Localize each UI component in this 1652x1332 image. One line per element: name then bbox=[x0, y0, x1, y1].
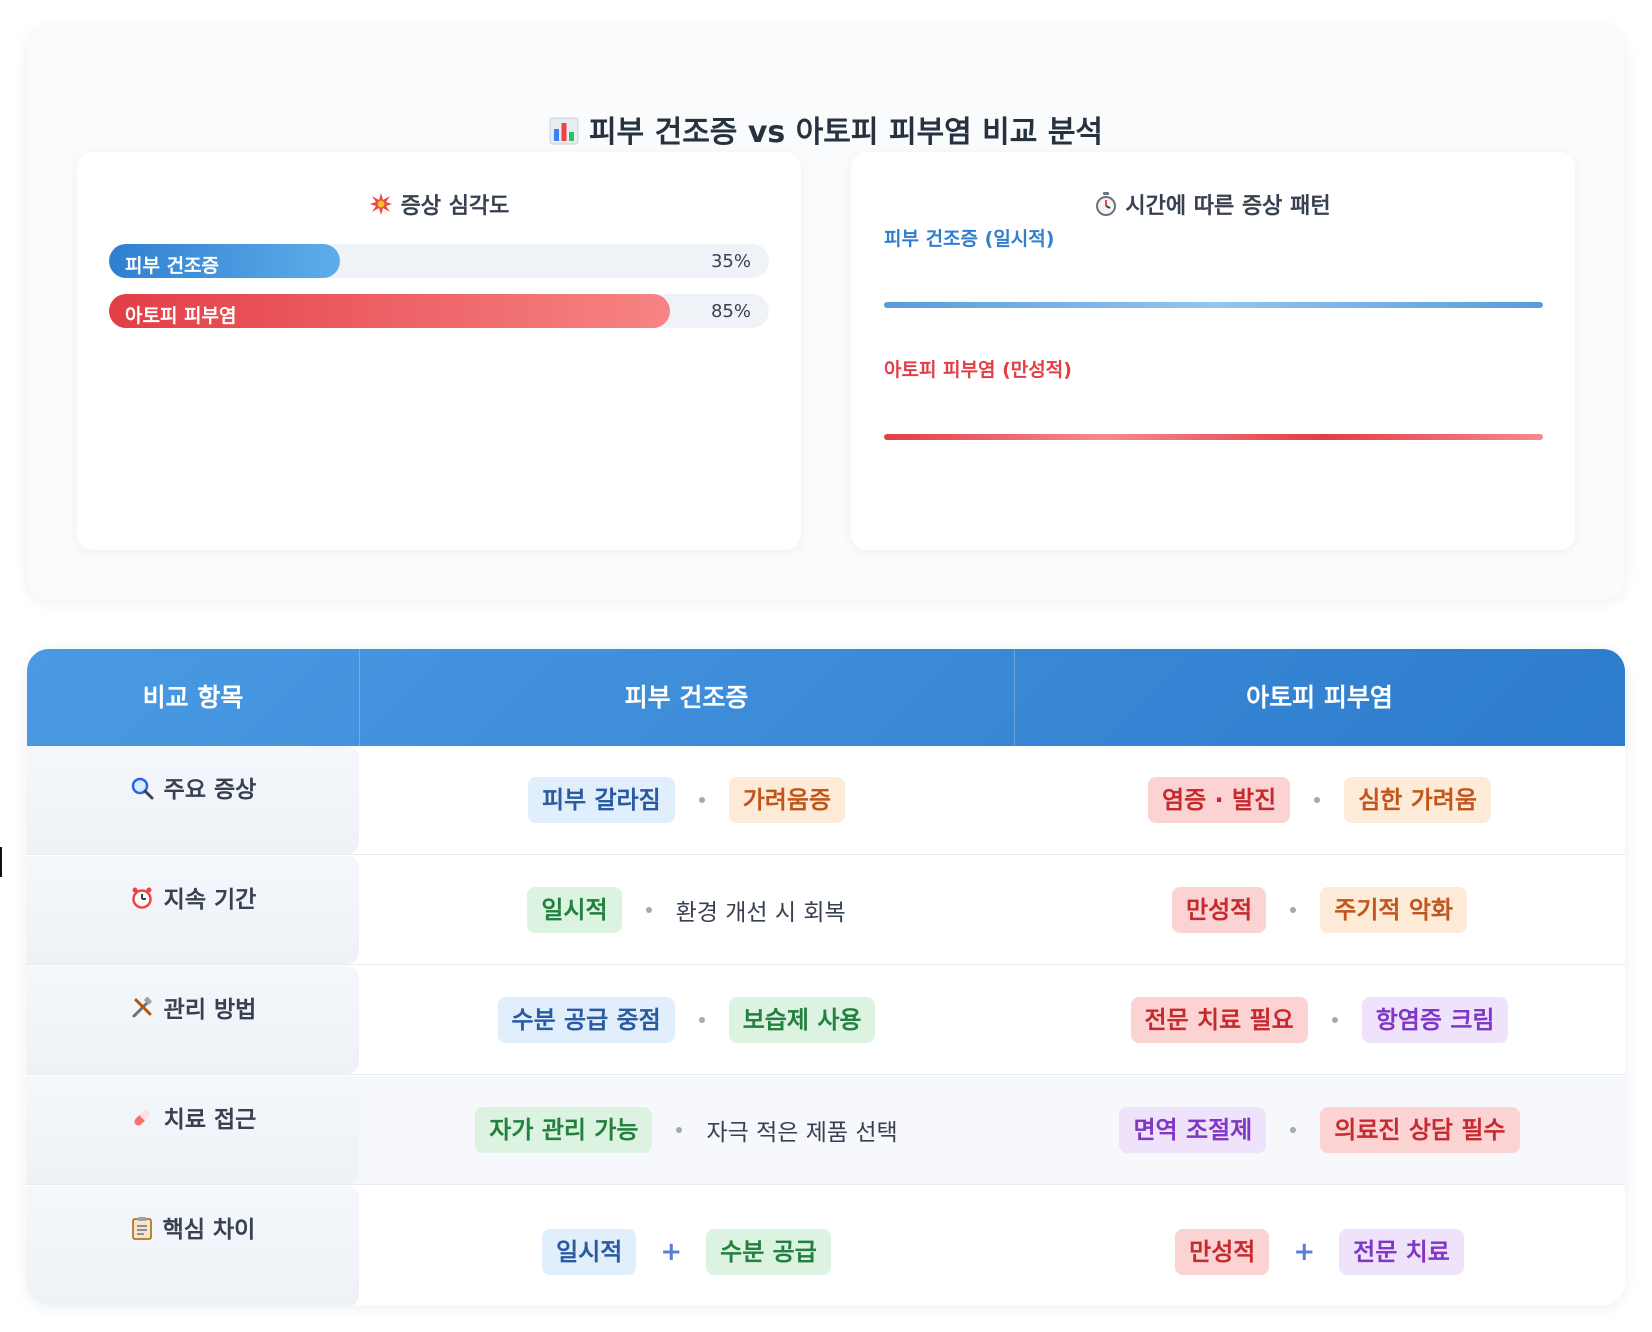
magnifier-icon bbox=[130, 776, 154, 806]
severity-title: 증상 심각도 bbox=[77, 188, 801, 222]
value-tag: 보습제 사용 bbox=[728, 997, 876, 1043]
dot-separator bbox=[698, 1017, 705, 1023]
header-divider bbox=[359, 649, 360, 746]
pattern-title-text: 시간에 따른 증상 패턴 bbox=[1125, 194, 1331, 219]
header-divider bbox=[1014, 649, 1015, 746]
severity-bar-dry-label: 피부 건조증 bbox=[125, 255, 220, 277]
row-header: 지속 기간 bbox=[27, 856, 359, 964]
edge-marker bbox=[0, 847, 2, 877]
stopwatch-icon bbox=[1095, 192, 1117, 222]
value-tag: 일시적 bbox=[527, 887, 622, 933]
value-tag: 주기적 악화 bbox=[1320, 887, 1467, 933]
row-header-text: 지속 기간 bbox=[163, 887, 257, 913]
severity-bar-dry-fill: 피부 건조증 bbox=[109, 244, 340, 278]
dry-skin-cell: 일시적 환경 개선 시 회복 bbox=[359, 856, 1014, 964]
value-tag: 가려움증 bbox=[728, 777, 846, 823]
pattern-dry-line bbox=[884, 302, 1543, 308]
atopic-cell: 만성적 주기적 악화 bbox=[1014, 856, 1625, 964]
row-header-text: 치료 접근 bbox=[163, 1107, 257, 1133]
severity-title-text: 증상 심각도 bbox=[400, 194, 510, 219]
page-title: 피부 건조증 vs 아토피 피부염 비교 분석 bbox=[27, 107, 1625, 153]
row-header-label: 주요 증상 bbox=[27, 770, 359, 806]
table-row: 주요 증상 피부 갈라짐 가려움증 염증 · 발진 심한 가려움 bbox=[27, 746, 1625, 855]
atopic-cell: 염증 · 발진 심한 가려움 bbox=[1014, 746, 1625, 854]
atopic-cell: 전문 치료 필요 항염증 크림 bbox=[1014, 966, 1625, 1074]
severity-bar-atopic-fill: 아토피 피부염 bbox=[109, 294, 670, 328]
value-tag: 피부 갈라짐 bbox=[527, 777, 675, 823]
dot-separator bbox=[1314, 797, 1321, 803]
pattern-card bbox=[851, 152, 1575, 550]
value-tag: 수분 공급 중점 bbox=[497, 997, 675, 1043]
value-tag: 전문 치료 필요 bbox=[1130, 997, 1308, 1043]
tools-icon bbox=[130, 996, 154, 1026]
severity-card bbox=[77, 152, 801, 550]
pill-icon bbox=[130, 1106, 154, 1136]
value-tag: 면역 조절제 bbox=[1119, 1107, 1267, 1153]
table-header: 비교 항목 피부 건조증 아토피 피부염 bbox=[27, 649, 1625, 746]
value-tag: 만성적 bbox=[1175, 1228, 1270, 1275]
header-dry-skin: 피부 건조증 bbox=[624, 683, 749, 712]
atopic-cell: 만성적 + 전문 치료 bbox=[1014, 1186, 1625, 1305]
row-header: 핵심 차이 bbox=[27, 1186, 359, 1305]
dry-skin-cell: 피부 갈라짐 가려움증 bbox=[359, 746, 1014, 854]
page-title-text: 피부 건조증 vs 아토피 피부염 비교 분석 bbox=[588, 115, 1104, 150]
dry-skin-cell: 자가 관리 가능 자극 적은 제품 선택 bbox=[359, 1076, 1014, 1184]
alarm-clock-icon bbox=[130, 886, 154, 916]
dot-separator bbox=[1331, 1017, 1338, 1023]
value-tag: 일시적 bbox=[542, 1228, 637, 1275]
pattern-atopic-label: 아토피 피부염 (만성적) bbox=[884, 359, 1072, 381]
header-category: 비교 항목 bbox=[142, 683, 244, 712]
value-tag: 심한 가려움 bbox=[1344, 777, 1491, 823]
row-header-label: 치료 접근 bbox=[27, 1100, 359, 1136]
clipboard-icon bbox=[131, 1216, 153, 1246]
dot-separator bbox=[1290, 907, 1297, 913]
severity-bar-atopic-value: 85% bbox=[710, 301, 751, 322]
table-row: 치료 접근 자가 관리 가능 자극 적은 제품 선택 면역 조절제 의료진 상담 필… bbox=[27, 1076, 1625, 1185]
header-atopic: 아토피 피부염 bbox=[1246, 683, 1393, 712]
severity-bar-dry: 피부 건조증 35% bbox=[109, 244, 769, 278]
dot-separator bbox=[645, 907, 652, 913]
bar-chart-icon bbox=[549, 117, 579, 153]
severity-bar-atopic-label: 아토피 피부염 bbox=[125, 305, 237, 327]
value-tag: 염증 · 발진 bbox=[1148, 777, 1291, 823]
atopic-cell: 면역 조절제 의료진 상담 필수 bbox=[1014, 1076, 1625, 1184]
row-header-label: 관리 방법 bbox=[27, 990, 359, 1026]
dry-skin-cell: 일시적 + 수분 공급 bbox=[359, 1186, 1014, 1305]
row-header-label: 지속 기간 bbox=[27, 880, 359, 916]
table-row: 핵심 차이 일시적 + 수분 공급 만성적 + 전문 치료 bbox=[27, 1186, 1625, 1305]
row-header-text: 주요 증상 bbox=[163, 777, 257, 803]
value-text: 환경 개선 시 회복 bbox=[675, 900, 846, 926]
plus-separator: + bbox=[1293, 1236, 1316, 1267]
value-tag: 전문 치료 bbox=[1339, 1228, 1464, 1275]
dot-separator bbox=[1290, 1127, 1297, 1133]
dry-skin-cell: 수분 공급 중점 보습제 사용 bbox=[359, 966, 1014, 1074]
row-header-text: 핵심 차이 bbox=[162, 1217, 256, 1243]
explosion-icon bbox=[369, 192, 393, 222]
dot-separator bbox=[676, 1127, 683, 1133]
severity-bar-atopic: 아토피 피부염 85% bbox=[109, 294, 769, 328]
dot-separator bbox=[698, 797, 705, 803]
value-tag: 만성적 bbox=[1171, 887, 1267, 933]
row-header-label: 핵심 차이 bbox=[27, 1210, 359, 1246]
pattern-dry-label: 피부 건조증 (일시적) bbox=[884, 228, 1055, 250]
table-row: 지속 기간 일시적 환경 개선 시 회복 만성적 주기적 악화 bbox=[27, 856, 1625, 965]
plus-separator: + bbox=[660, 1236, 683, 1267]
row-header-text: 관리 방법 bbox=[163, 997, 257, 1023]
value-tag: 수분 공급 bbox=[706, 1228, 831, 1275]
row-header: 치료 접근 bbox=[27, 1076, 359, 1184]
value-tag: 항염증 크림 bbox=[1361, 997, 1509, 1043]
table-row: 관리 방법 수분 공급 중점 보습제 사용 전문 치료 필요 항염증 크림 bbox=[27, 966, 1625, 1075]
pattern-title: 시간에 따른 증상 패턴 bbox=[851, 188, 1575, 222]
comparison-table: 비교 항목 피부 건조증 아토피 피부염 주요 증상 피부 갈라짐 가려움증 염증… bbox=[27, 649, 1625, 1305]
pattern-atopic-line bbox=[884, 434, 1543, 440]
row-header: 주요 증상 bbox=[27, 746, 359, 854]
value-tag: 의료진 상담 필수 bbox=[1320, 1107, 1520, 1153]
value-text: 자극 적은 제품 선택 bbox=[706, 1120, 898, 1146]
row-header: 관리 방법 bbox=[27, 966, 359, 1074]
value-tag: 자가 관리 가능 bbox=[475, 1107, 653, 1153]
severity-bar-dry-value: 35% bbox=[710, 251, 751, 272]
